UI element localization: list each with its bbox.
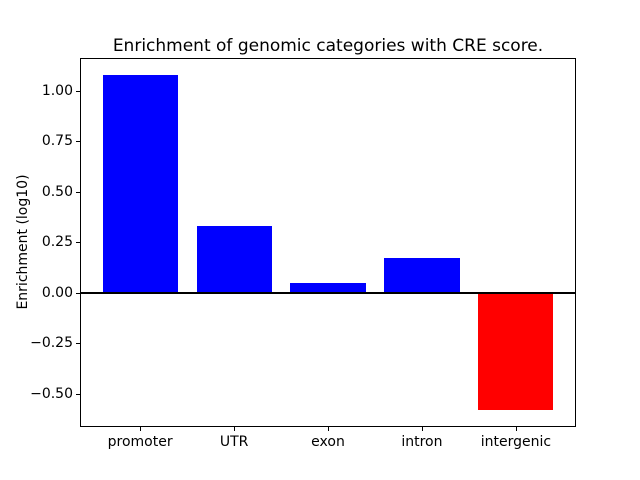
y-tick-mark [76,141,80,143]
y-tick-mark [76,191,80,193]
y-tick-mark [76,343,80,345]
y-tick-mark [76,292,80,294]
y-tick-mark [76,242,80,244]
y-tick-label: −0.25 [30,335,73,352]
y-tick-label: 0.00 [41,284,73,301]
x-tick-mark [234,427,236,431]
bar-exon [290,282,366,293]
x-tick-mark [421,427,423,431]
y-tick-mark [76,90,80,92]
x-tick-mark [140,427,142,431]
bar-intron [384,258,460,293]
x-tick-label-intron: intron [401,434,443,450]
x-tick-label-intergenic: intergenic [480,434,552,450]
x-tick-mark [515,427,517,431]
x-tick-label-promoter: promoter [107,434,173,450]
x-tick-label-UTR: UTR [219,434,249,450]
x-tick-label-exon: exon [311,434,345,450]
bar-intergenic [478,292,554,410]
y-tick-label: 0.50 [41,183,73,200]
zero-line [80,291,576,294]
y-tick-label: 0.25 [41,234,73,251]
y-tick-label: −0.50 [30,385,73,402]
y-tick-label: 0.75 [41,133,73,150]
bar-UTR [196,226,272,293]
bar-promoter [102,74,178,293]
x-tick-mark [328,427,329,431]
y-tick-label: 1.00 [41,82,73,99]
y-tick-mark [76,393,80,395]
chart-title: Enrichment of genomic categories with CR… [112,36,544,56]
